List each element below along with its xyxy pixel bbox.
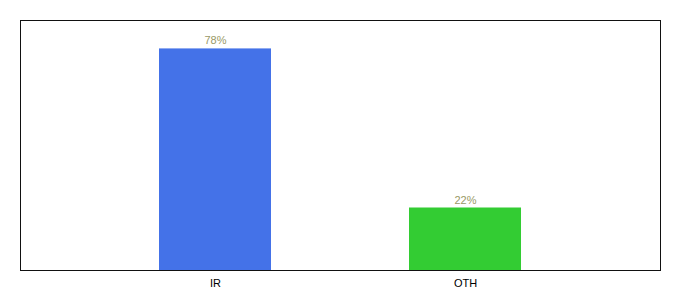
svg-text:22%: 22% — [454, 194, 476, 206]
svg-text:IR: IR — [210, 277, 221, 289]
svg-text:78%: 78% — [204, 34, 226, 46]
svg-text:OTH: OTH — [454, 277, 477, 289]
